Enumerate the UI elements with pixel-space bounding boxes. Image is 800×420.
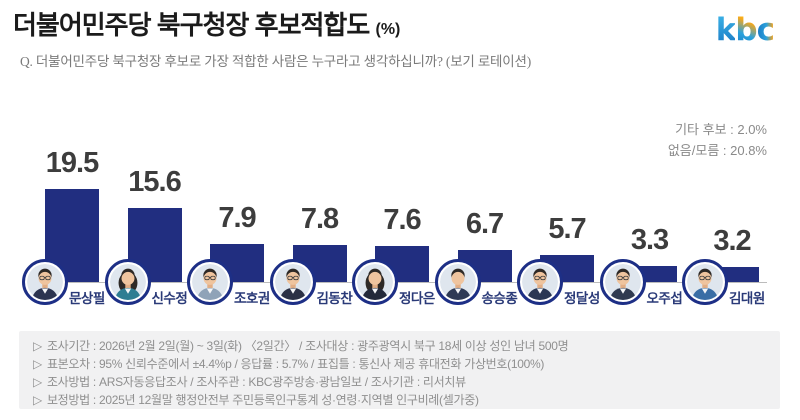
page-title: 더불어민주당 북구청장 후보적합도 (%) bbox=[13, 8, 400, 47]
triangle-bullet-icon: ▷ bbox=[33, 357, 42, 371]
logo-letter-c: c bbox=[756, 12, 775, 48]
triangle-bullet-icon: ▷ bbox=[33, 375, 42, 389]
candidate-photo bbox=[352, 259, 398, 305]
value-label: 5.7 bbox=[548, 212, 586, 245]
value-label: 7.8 bbox=[300, 202, 339, 235]
value-label: 6.7 bbox=[465, 208, 504, 241]
title-text: 더불어민주당 북구청장 후보적합도 bbox=[13, 10, 370, 40]
logo-letter-k: k bbox=[715, 12, 737, 48]
survey-question: Q. 더불어민주당 북구청장 후보로 가장 적합한 사람은 누구라고 생각하십니… bbox=[20, 54, 531, 69]
candidate-photo bbox=[187, 259, 233, 305]
candidate-name: 정달성 bbox=[564, 291, 600, 306]
candidate-photo bbox=[269, 259, 316, 305]
candidate-photo bbox=[22, 259, 68, 305]
methodology-line: ▷ 조사방법 : ARS자동응답조사 / 조사주관 : KBC광주방송·광남일보 … bbox=[33, 375, 466, 389]
candidate-photo bbox=[104, 259, 151, 305]
candidate-photo bbox=[434, 259, 481, 305]
candidate-name: 오주섭 bbox=[646, 291, 683, 306]
value-label: 3.2 bbox=[713, 224, 751, 257]
title-unit: (%) bbox=[375, 21, 401, 38]
value-label: 19.5 bbox=[45, 147, 99, 180]
value-label: 15.6 bbox=[128, 165, 181, 198]
candidate-photo bbox=[599, 259, 646, 305]
candidate-photo bbox=[517, 259, 563, 305]
note-none-dont-know: 없음/모름 : 20.8% bbox=[667, 143, 767, 158]
value-label: 3.3 bbox=[630, 224, 669, 257]
candidate-name: 김대원 bbox=[729, 291, 765, 306]
candidate-name: 문상필 bbox=[69, 291, 105, 306]
candidate-name: 김동찬 bbox=[316, 291, 353, 306]
methodology-line: ▷ 조사기간 : 2026년 2월 2일(월) ~ 3일(화) 〈2일간〉 / 조… bbox=[33, 339, 569, 353]
value-label: 7.6 bbox=[383, 203, 421, 236]
triangle-bullet-icon: ▷ bbox=[33, 339, 42, 353]
candidate-name: 정다은 bbox=[399, 291, 435, 306]
triangle-bullet-icon: ▷ bbox=[33, 393, 42, 407]
methodology-box: ▷ 조사기간 : 2026년 2월 2일(월) ~ 3일(화) 〈2일간〉 / 조… bbox=[19, 331, 780, 409]
candidate-photo bbox=[682, 259, 728, 305]
candidate-name: 신수정 bbox=[151, 291, 188, 306]
x-axis-line bbox=[45, 282, 767, 283]
note-other-candidates: 기타 후보 : 2.0% bbox=[675, 122, 767, 137]
methodology-line: ▷ 표본오차 : 95% 신뢰수준에서 ±4.4%p / 응답률 : 5.7% /… bbox=[33, 357, 545, 371]
candidate-name: 송승종 bbox=[481, 291, 518, 306]
logo-letter-b: b bbox=[735, 12, 757, 48]
candidate-name: 조호권 bbox=[234, 291, 270, 306]
kbc-logo: kbc bbox=[715, 12, 775, 48]
side-notes: 기타 후보 : 2.0% 없음/모름 : 20.8% bbox=[668, 119, 767, 161]
value-label: 7.9 bbox=[218, 202, 256, 235]
methodology-line: ▷ 보정방법 : 2025년 12월말 행정안전부 주민등록인구통계 성·연령·지… bbox=[33, 393, 479, 407]
